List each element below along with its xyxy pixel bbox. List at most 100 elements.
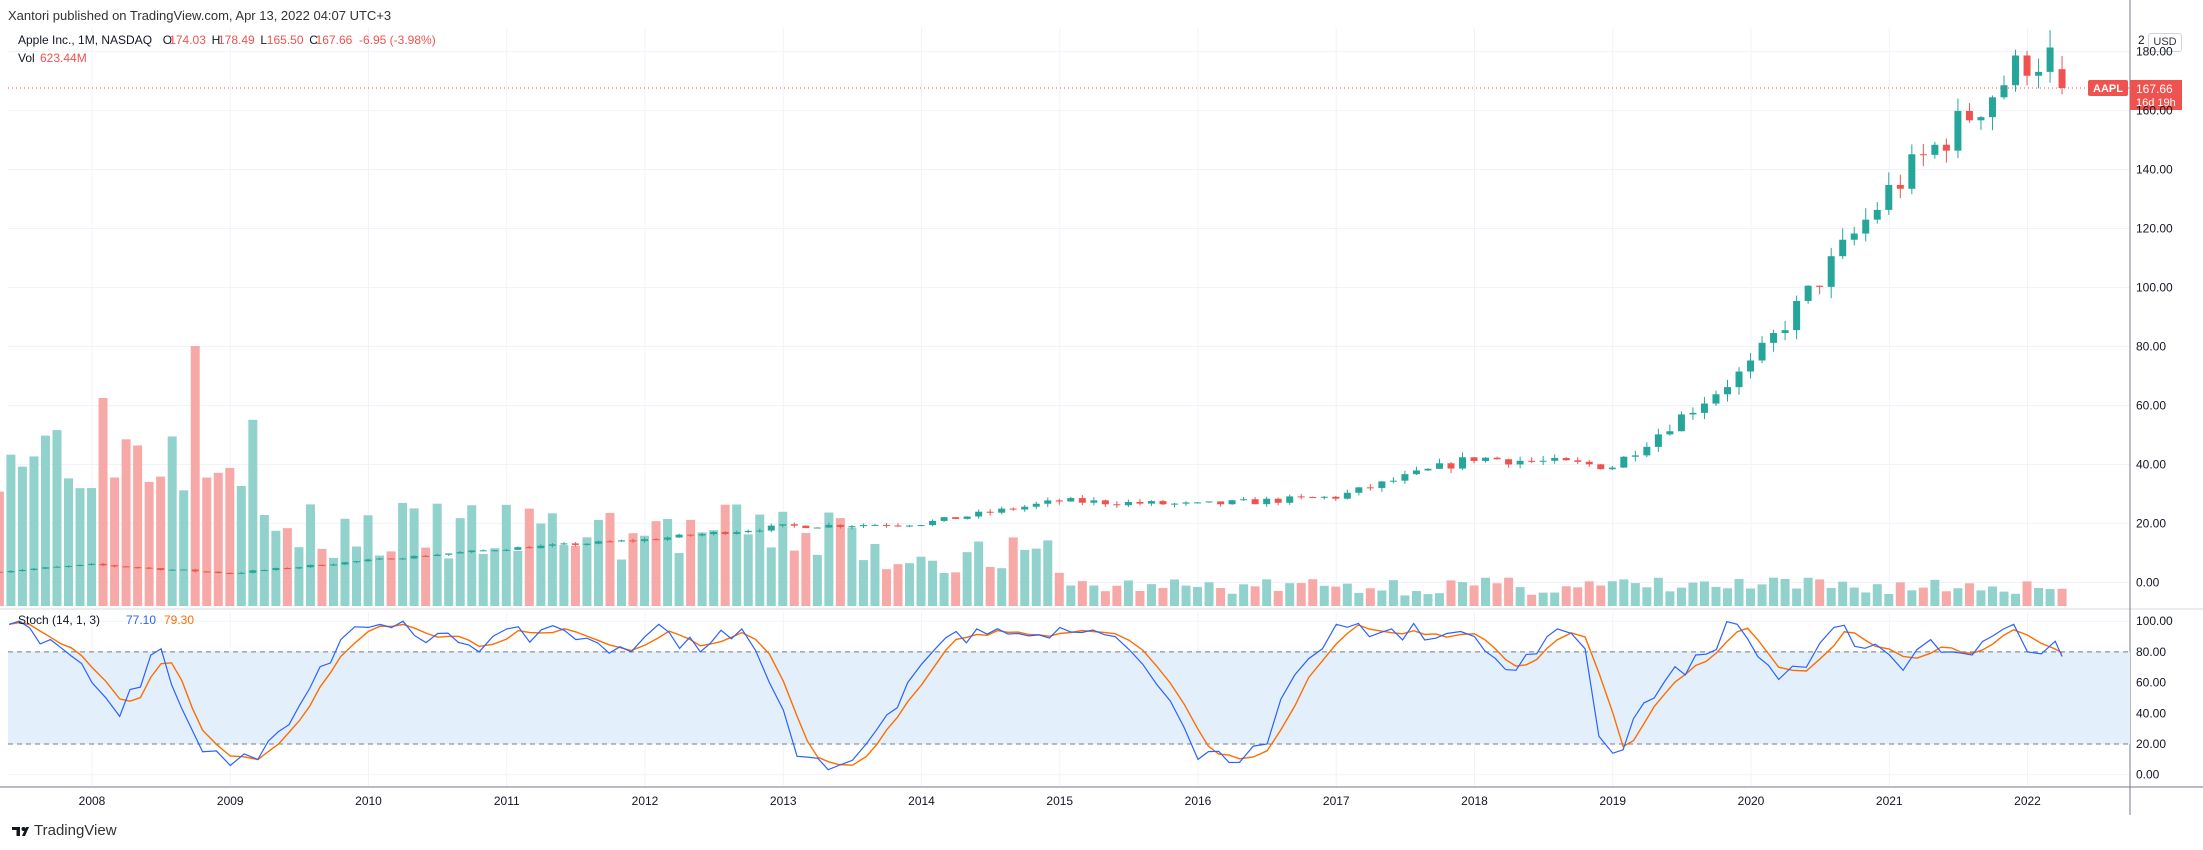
candle[interactable] <box>1562 457 1570 461</box>
candle[interactable] <box>813 527 821 529</box>
candle[interactable] <box>1343 489 1351 500</box>
candle[interactable] <box>445 553 453 556</box>
candle[interactable] <box>249 569 257 574</box>
candle[interactable] <box>376 557 384 560</box>
candle[interactable] <box>433 553 441 557</box>
candle[interactable] <box>548 543 556 548</box>
candle[interactable] <box>1021 504 1029 512</box>
candle[interactable] <box>2046 30 2054 83</box>
candle[interactable] <box>1251 497 1259 505</box>
candle[interactable] <box>664 536 672 542</box>
candle[interactable] <box>698 532 706 537</box>
candle[interactable] <box>1597 463 1605 470</box>
candle[interactable] <box>1988 95 1996 131</box>
candle[interactable] <box>1447 461 1455 474</box>
candle[interactable] <box>491 549 499 552</box>
candle[interactable] <box>929 519 937 527</box>
candle[interactable] <box>1424 468 1432 472</box>
candle[interactable] <box>1263 496 1271 507</box>
candle[interactable] <box>1551 454 1559 464</box>
candle[interactable] <box>1355 487 1363 496</box>
candle[interactable] <box>710 531 718 536</box>
candle[interactable] <box>456 550 464 554</box>
candle[interactable] <box>1827 247 1835 299</box>
candle[interactable] <box>1055 498 1063 505</box>
candle[interactable] <box>1539 455 1547 465</box>
candle[interactable] <box>1666 424 1674 436</box>
candle[interactable] <box>1528 457 1536 464</box>
candle[interactable] <box>157 567 165 571</box>
candle[interactable] <box>1493 456 1501 460</box>
candle[interactable] <box>525 545 533 549</box>
candle[interactable] <box>1090 497 1098 506</box>
candle[interactable] <box>583 543 591 546</box>
candle[interactable] <box>560 542 568 546</box>
candle[interactable] <box>1850 226 1858 246</box>
candle[interactable] <box>203 571 211 573</box>
candle[interactable] <box>629 538 637 543</box>
candle[interactable] <box>1781 320 1789 341</box>
candle[interactable] <box>1505 458 1513 468</box>
candle[interactable] <box>1205 501 1213 503</box>
candle[interactable] <box>859 523 867 529</box>
stoch-legend[interactable]: Stoch (14, 1, 3) 77.10 79.30 <box>18 613 194 627</box>
candle[interactable] <box>353 561 361 564</box>
candle[interactable] <box>1758 336 1766 364</box>
candle[interactable] <box>1435 458 1443 470</box>
candle[interactable] <box>1608 465 1616 471</box>
candle[interactable] <box>1804 285 1812 304</box>
candle[interactable] <box>825 522 833 528</box>
candle[interactable] <box>871 523 879 526</box>
candle[interactable] <box>295 566 303 570</box>
candle[interactable] <box>1908 144 1916 195</box>
candle[interactable] <box>675 533 683 538</box>
tradingview-brand[interactable]: TradingView <box>10 822 117 839</box>
candle[interactable] <box>1217 501 1225 507</box>
candle[interactable] <box>41 567 49 570</box>
candle[interactable] <box>1389 477 1397 484</box>
candle[interactable] <box>226 572 234 575</box>
candle[interactable] <box>1378 480 1386 492</box>
candle[interactable] <box>790 522 798 528</box>
candle[interactable] <box>1516 456 1524 469</box>
candle[interactable] <box>1839 228 1847 260</box>
candle[interactable] <box>1747 353 1755 379</box>
candle[interactable] <box>537 544 545 549</box>
candle[interactable] <box>1320 495 1328 500</box>
candle[interactable] <box>514 546 522 550</box>
candle[interactable] <box>1067 496 1075 502</box>
candle[interactable] <box>64 565 72 568</box>
candle[interactable] <box>1677 411 1685 432</box>
candle[interactable] <box>1459 452 1467 470</box>
candle[interactable] <box>1147 500 1155 506</box>
candle[interactable] <box>88 563 96 566</box>
candle[interactable] <box>975 509 983 519</box>
candle[interactable] <box>2035 58 2043 89</box>
candle[interactable] <box>7 570 15 573</box>
candle[interactable] <box>894 523 902 527</box>
candle[interactable] <box>0 571 3 573</box>
price-pane[interactable] <box>8 28 2130 606</box>
candle[interactable] <box>502 548 510 552</box>
price-axis[interactable]: 180.00 160.00 140.00 120.00 100.00 80.00 60.00… <box>2136 33 2173 589</box>
candle[interactable] <box>986 509 994 516</box>
candle[interactable] <box>2012 49 2020 92</box>
candle[interactable] <box>571 542 579 547</box>
candle[interactable] <box>594 540 602 545</box>
time-axis[interactable]: 2008 2009 2010 2011 2012 2013 2014 2015 2016 2017… <box>79 794 2042 808</box>
candle[interactable] <box>617 539 625 542</box>
candle[interactable] <box>1159 499 1167 505</box>
candle[interactable] <box>1009 507 1017 512</box>
candle[interactable] <box>1885 172 1893 215</box>
candle[interactable] <box>1816 285 1824 295</box>
candle[interactable] <box>779 524 787 528</box>
candle[interactable] <box>1401 470 1409 484</box>
candle[interactable] <box>260 569 268 572</box>
candle[interactable] <box>1862 208 1870 242</box>
candle[interactable] <box>1620 456 1628 468</box>
candle[interactable] <box>606 540 614 543</box>
candle[interactable] <box>145 566 153 570</box>
candle[interactable] <box>422 554 430 557</box>
